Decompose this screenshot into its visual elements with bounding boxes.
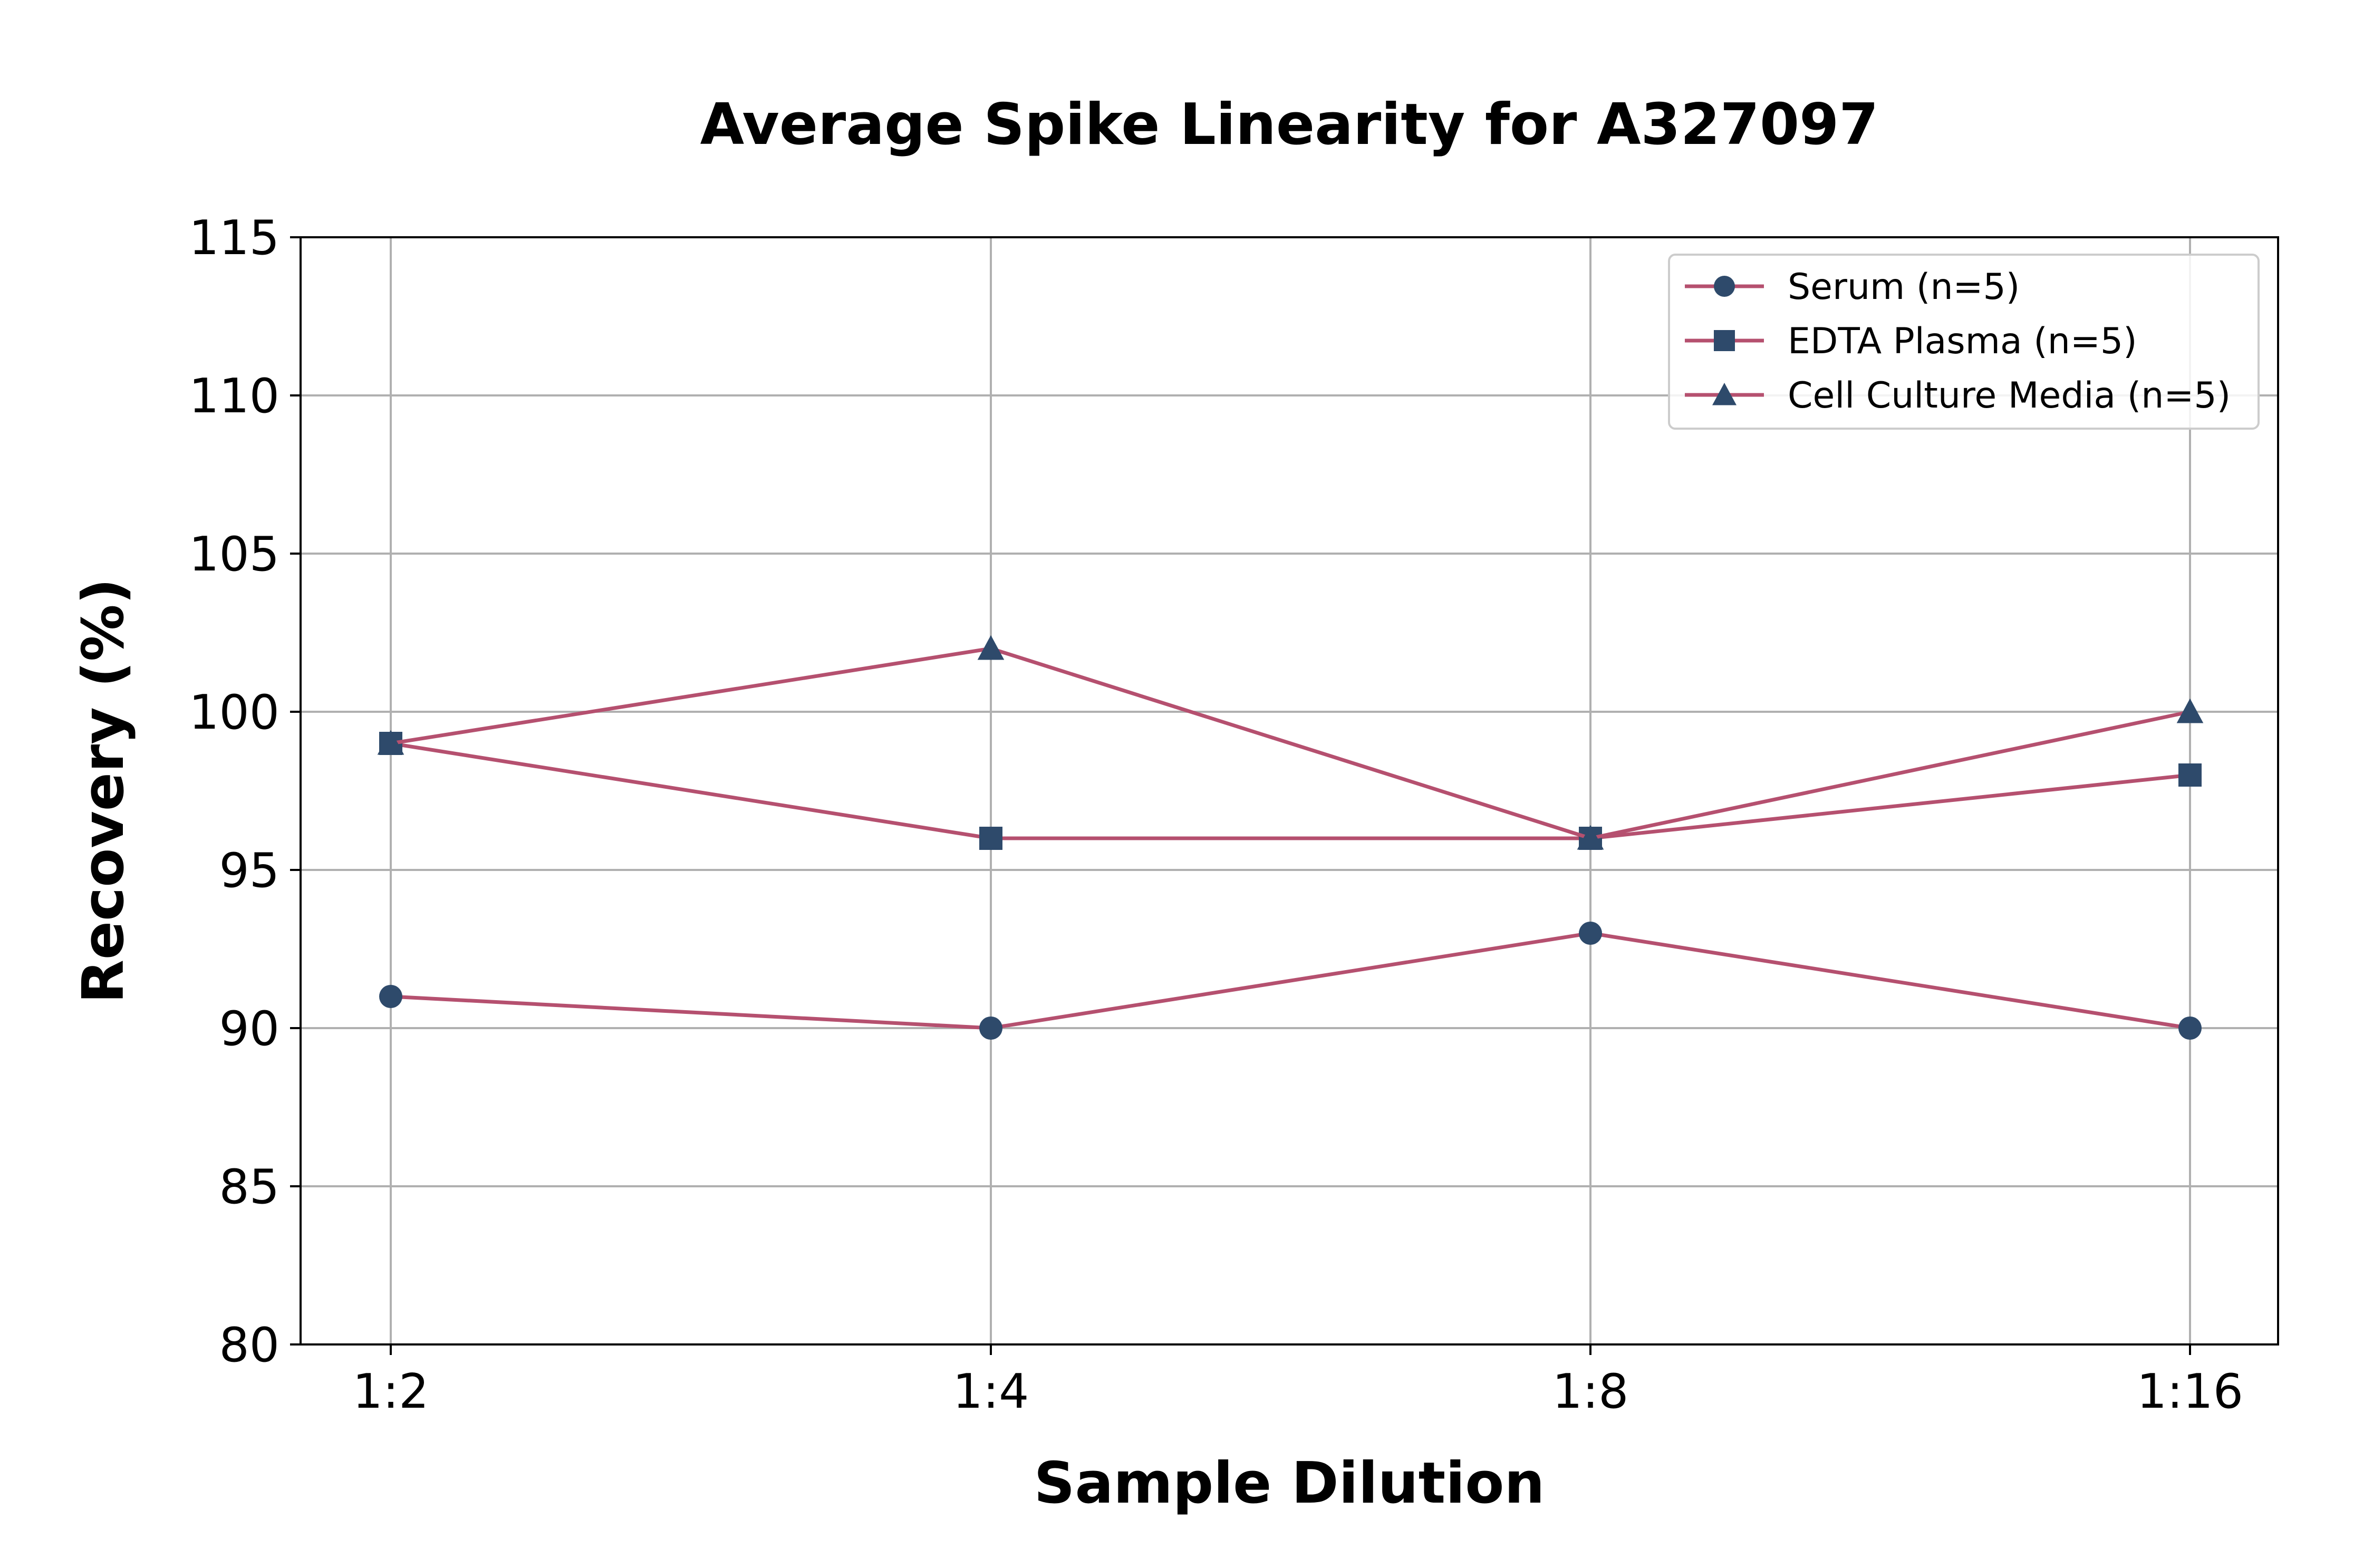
legend-marker-circle — [1714, 276, 1735, 297]
legend-entry: Cell Culture Media (n=5) — [1685, 375, 2231, 417]
y-tick-label: 90 — [219, 1001, 279, 1057]
series-layer — [377, 635, 2204, 1040]
x-tick-label: 1:16 — [2137, 1364, 2243, 1419]
plot-frame — [300, 236, 2279, 1346]
legend-marker-triangle — [1712, 383, 1737, 405]
y-axis-label: Recovery (%) — [71, 578, 137, 1003]
y-tick-label: 95 — [219, 843, 279, 898]
legend: Serum (n=5) EDTA Plasma (n=5) Cell Culture… — [1668, 254, 2260, 430]
series-line — [390, 741, 2191, 840]
data-point-circle — [1579, 922, 1602, 945]
data-point-circle — [379, 985, 402, 1008]
data-point-square — [979, 827, 1002, 850]
y-tick-label: 110 — [189, 369, 279, 424]
axis-ticks: 80 85 90 95 100 105 110 115 1:2 1:4 1:8 1:16 — [189, 210, 2243, 1419]
legend-entry: EDTA Plasma (n=5) — [1685, 321, 2137, 362]
legend-box — [1668, 254, 2260, 430]
data-point-triangle — [1577, 825, 1604, 850]
chart-title: Average Spike Linearity for A327097 — [700, 92, 1879, 158]
x-axis-label: Sample Dilution — [1034, 1450, 1545, 1516]
legend-label: Serum (n=5) — [1788, 266, 2020, 308]
series-line — [390, 931, 2191, 1030]
data-point-triangle — [2176, 698, 2204, 723]
y-tick-label: 115 — [189, 210, 279, 266]
y-tick-label: 105 — [189, 527, 279, 582]
y-tick-label: 100 — [189, 685, 279, 740]
data-point-triangle — [377, 730, 404, 755]
x-tick-label: 1:2 — [353, 1364, 429, 1419]
data-point-triangle — [977, 635, 1005, 660]
x-tick-label: 1:4 — [953, 1364, 1029, 1419]
series-triangle — [377, 635, 2204, 850]
series-line — [390, 646, 2191, 840]
x-tick-label: 1:8 — [1552, 1364, 1629, 1419]
legend-label: Cell Culture Media (n=5) — [1788, 375, 2231, 417]
data-point-circle — [2178, 1017, 2202, 1040]
data-point-circle — [979, 1017, 1002, 1040]
legend-entry: Serum (n=5) — [1685, 266, 2020, 308]
y-tick-label: 85 — [219, 1159, 279, 1215]
data-point-square — [2178, 763, 2202, 787]
series-circle — [379, 922, 2202, 1040]
legend-marker-square — [1714, 330, 1735, 351]
y-tick-label: 80 — [219, 1318, 279, 1373]
legend-label: EDTA Plasma (n=5) — [1788, 321, 2137, 362]
